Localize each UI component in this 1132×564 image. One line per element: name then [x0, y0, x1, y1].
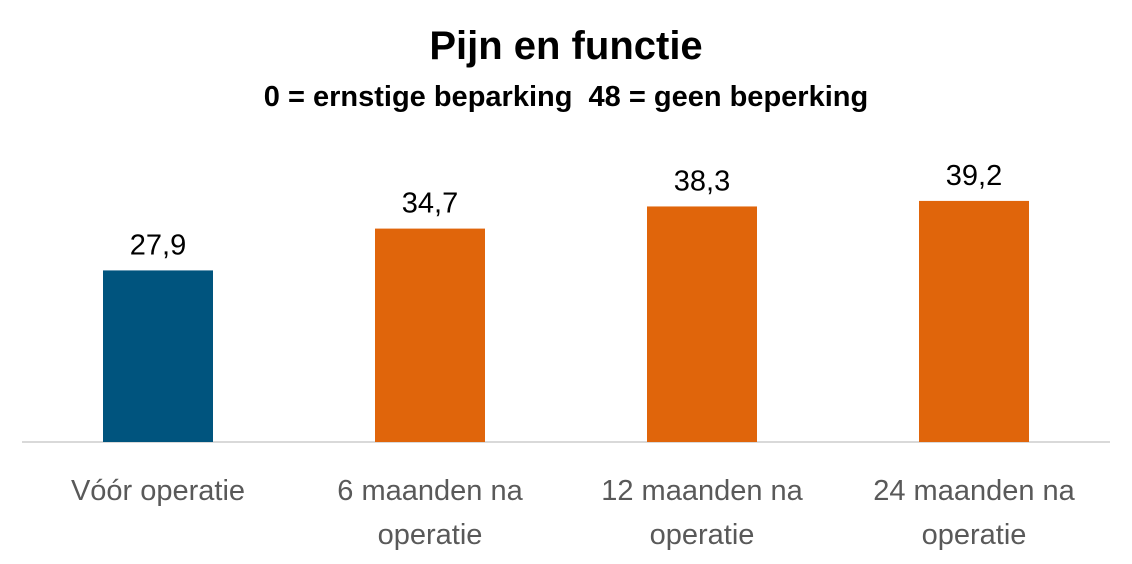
bar-3: [919, 200, 1029, 442]
chart-subtitle: 0 = ernstige beparking 48 = geen beperki…: [263, 81, 869, 113]
category-label-2-line-0: 12 maanden na: [601, 475, 803, 507]
bar-1: [375, 228, 485, 442]
chart-title: Pijn en functie: [429, 24, 703, 68]
category-label-1-line-0: 6 maanden na: [337, 475, 523, 507]
data-label-1: 34,7: [402, 188, 458, 220]
category-label-3-line-0: 24 maanden na: [873, 475, 1075, 507]
category-label-1-line-1: operatie: [378, 519, 483, 551]
bar-0: [103, 270, 213, 442]
category-label-2-line-1: operatie: [650, 519, 755, 551]
data-label-0: 27,9: [130, 229, 186, 261]
category-label-3-line-1: operatie: [922, 519, 1027, 551]
data-label-2: 38,3: [674, 165, 730, 197]
data-label-3: 39,2: [946, 160, 1002, 192]
category-label-0-line-0: Vóór operatie: [71, 475, 245, 507]
bar-2: [647, 206, 757, 442]
